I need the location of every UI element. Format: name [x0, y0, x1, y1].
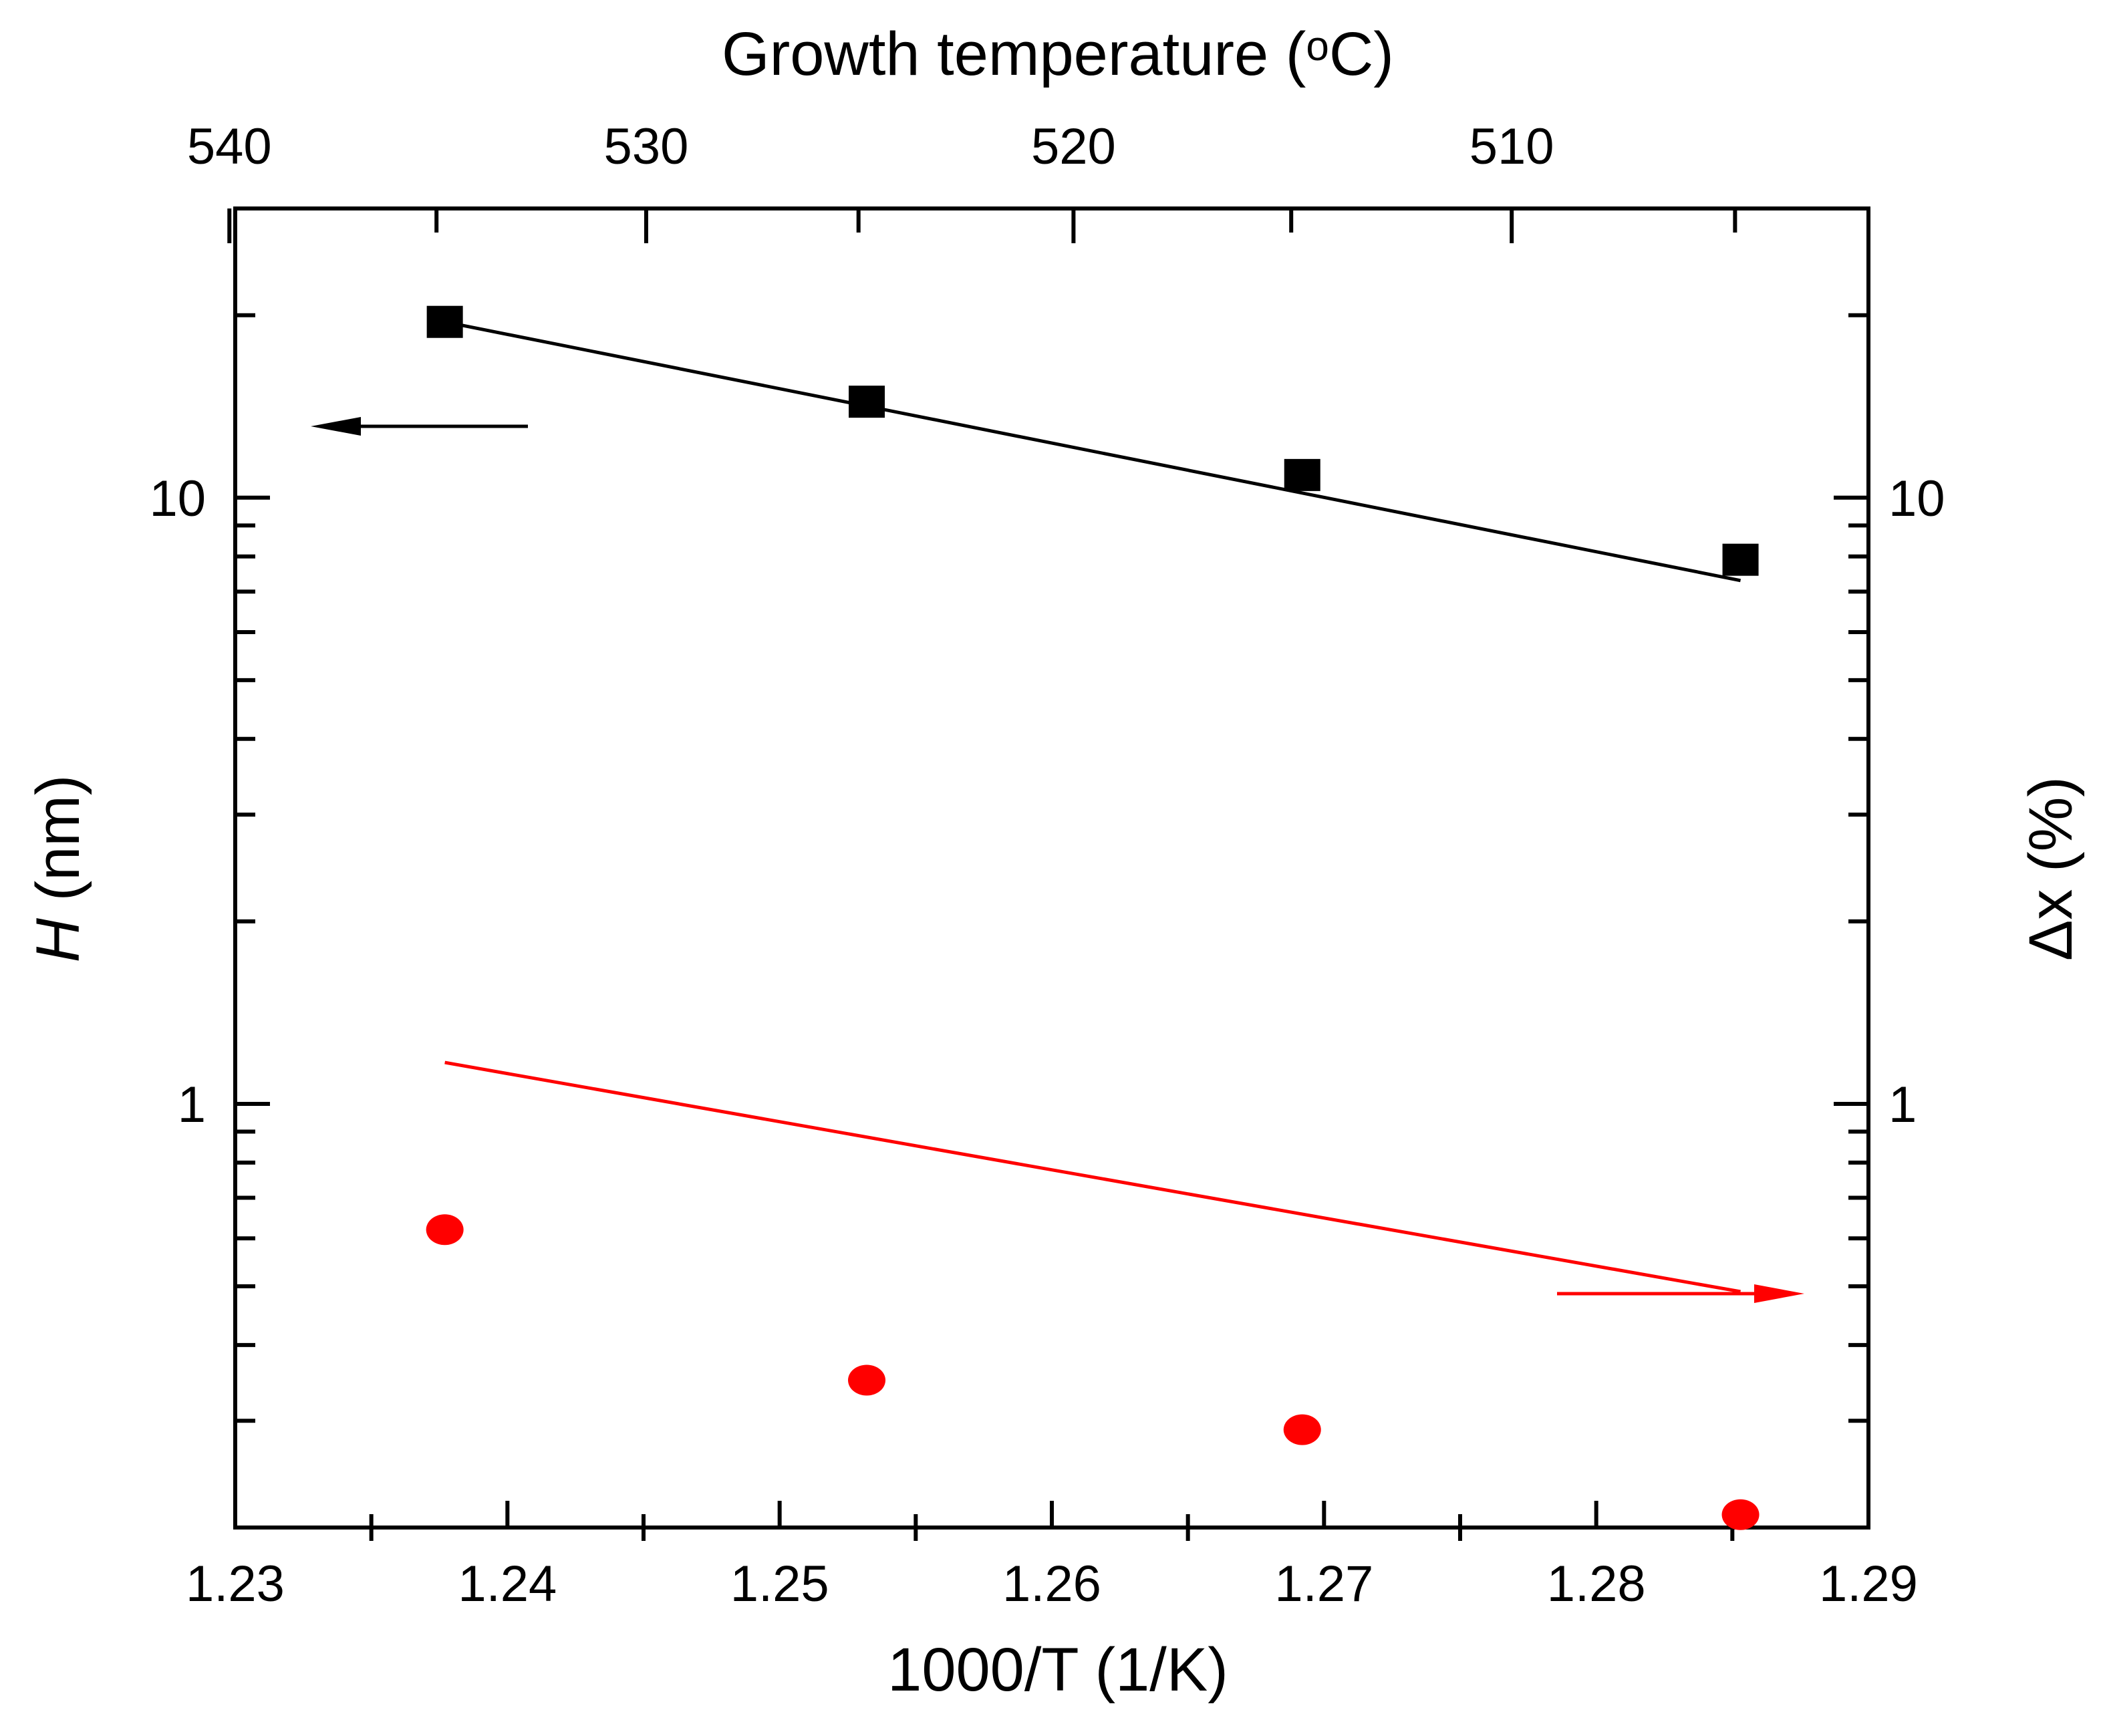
top-axis-title-suffix: C)	[1329, 20, 1394, 88]
top-axis-title-superscript: o	[1306, 23, 1328, 69]
top-tick-label: 510	[1469, 118, 1554, 175]
right-axis-arrow-head	[1754, 1284, 1804, 1303]
right-tick-label: 10	[1888, 470, 1945, 527]
right-axis-title: Δx (%)	[2017, 776, 2085, 961]
h-data-point	[426, 305, 463, 338]
x-tick-label: 1.24	[458, 1556, 557, 1612]
x-tick-label: 1.27	[1274, 1556, 1373, 1612]
plot-frame	[233, 206, 1870, 1530]
dx-data-point	[426, 1214, 464, 1246]
x-tick-label: 1.29	[1819, 1556, 1918, 1612]
right-tick-label: 1	[1888, 1076, 1917, 1133]
h-data-point	[1722, 543, 1759, 576]
tick-labels: 1.23 1.24 1.25 1.26 1.27 1.28 1.29 540 530 520 510…	[149, 118, 1945, 1612]
h-fit-line	[444, 320, 1741, 583]
left-axis-title-symbol: H	[24, 918, 92, 963]
plot-area	[233, 206, 1870, 1530]
x-axis-title: 1000/T (1/K)	[887, 1636, 1228, 1704]
dx-data-point	[1721, 1499, 1760, 1530]
h-data-point	[1284, 458, 1320, 491]
x-tick-label: 1.26	[1002, 1556, 1101, 1612]
x-tick-label: 1.23	[186, 1556, 285, 1612]
left-tick-label: 10	[149, 470, 206, 527]
top-axis-title-prefix: Growth temperature (	[722, 20, 1306, 88]
h-data-point	[849, 386, 885, 418]
top-tick-label: 540	[187, 118, 272, 175]
dx-fit-line	[444, 1060, 1741, 1294]
top-tick-label: 530	[604, 118, 689, 175]
dx-data-point	[848, 1364, 886, 1396]
x-tick-label: 1.28	[1547, 1556, 1646, 1612]
top-axis-title: Growth temperature (oC)	[722, 20, 1394, 88]
x-tick-label: 1.25	[730, 1556, 829, 1612]
data-series	[311, 305, 1804, 1530]
left-axis-arrow-head	[311, 417, 361, 436]
left-tick-label: 1	[178, 1076, 206, 1133]
axis-ticks	[227, 206, 1870, 1541]
left-axis-title-unit: (nm)	[24, 774, 92, 918]
left-axis-title: H (nm)	[24, 774, 92, 962]
dx-data-point	[1283, 1414, 1321, 1445]
top-tick-label: 520	[1031, 118, 1116, 175]
